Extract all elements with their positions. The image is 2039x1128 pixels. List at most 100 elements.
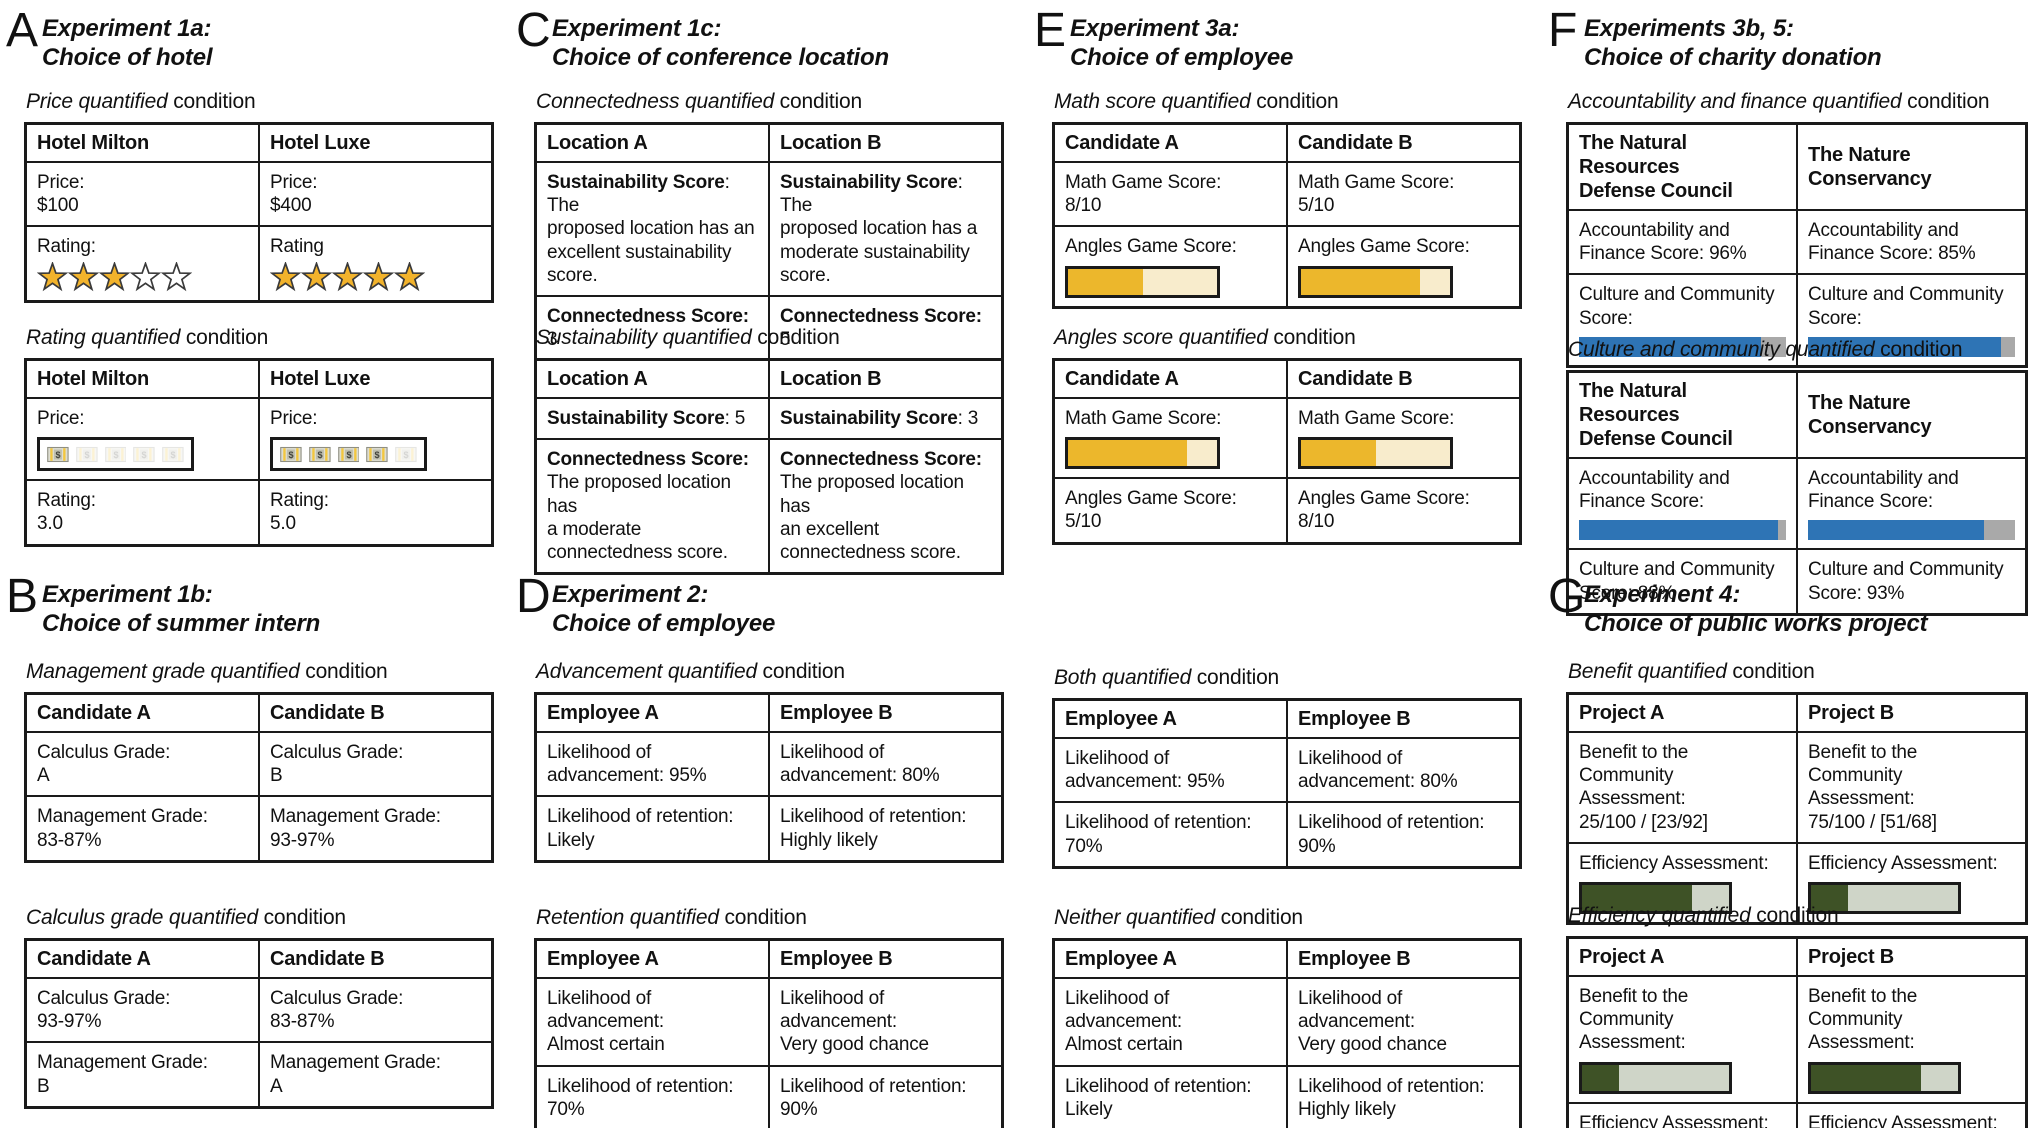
condition-title-italic: Benefit quantified bbox=[1568, 660, 1727, 683]
column-header: Candidate A bbox=[24, 692, 260, 733]
dollar-bill-icon: $ bbox=[104, 446, 127, 462]
table-header-row: Candidate A Candidate B bbox=[24, 938, 494, 979]
table-body: Math Game Score: Math Game Score: Angles G… bbox=[1052, 396, 1522, 545]
column-header: Candidate A bbox=[24, 938, 260, 979]
condition-title: Advancement quantified condition bbox=[536, 660, 1004, 684]
panel-title-line: Experiment 1a: bbox=[42, 15, 212, 42]
table-row: Price: $ $ $ $ $ Price: $ $ $ $ $ bbox=[24, 396, 494, 482]
column-header: The Natural Resources Defense Council bbox=[1566, 122, 1798, 211]
table-cell: Likelihood of retention: 70% bbox=[534, 1064, 770, 1128]
table-header-row: Candidate A Candidate B bbox=[24, 692, 494, 733]
table-cell: Calculus Grade: 93-97% bbox=[24, 976, 260, 1044]
table-cell: Likelihood of retention: 90% bbox=[768, 1064, 1004, 1128]
table-cell: Connectedness Score: The proposed locati… bbox=[534, 438, 770, 575]
star-rating bbox=[270, 261, 481, 292]
table-row: Sustainability Score: The proposed locat… bbox=[534, 161, 1004, 297]
score-bar-fill bbox=[1579, 336, 1762, 357]
table-header-row: Employee A Employee B bbox=[534, 692, 1004, 733]
condition-title-rest: condition bbox=[774, 90, 862, 113]
cell-text: Likelihood of advancement: 80% bbox=[780, 742, 940, 787]
condition-block: Both quantified condition Employee A Emplo… bbox=[1052, 666, 1522, 869]
table-body: Likelihood of advancement: Almost certai… bbox=[1052, 977, 1522, 1128]
column-header: Hotel Luxe bbox=[258, 358, 494, 399]
column-header: Project B bbox=[1796, 692, 2028, 733]
table-cell: Likelihood of advancement: 80% bbox=[1286, 736, 1522, 804]
condition-title: Efficiency quantified condition bbox=[1568, 904, 2028, 928]
condition-title-rest: condition bbox=[756, 660, 845, 683]
cell-text: Likelihood of advancement: Almost certai… bbox=[547, 988, 665, 1056]
stimulus-table: Project A Project B Benefit to the Communi… bbox=[1566, 936, 2028, 1128]
cell-text: Accountability and Finance Score: 85% bbox=[1808, 220, 1976, 265]
condition-title: Accountability and finance quantified co… bbox=[1568, 90, 2028, 114]
table-row: Efficiency Assessment: Efficiency Assessm… bbox=[1566, 841, 2028, 925]
cell-text: Benefit to the Community Assessment: bbox=[1808, 986, 1918, 1054]
table-body: Calculus Grade: 93-97% Calculus Grade: 83… bbox=[24, 976, 494, 1109]
panel-title-line: Experiments 3b, 5: bbox=[1584, 15, 1794, 42]
condition-title-rest: condition bbox=[1267, 326, 1356, 349]
panel-g: G Experiment 4: Choice of public works pro… bbox=[1548, 570, 2038, 1128]
table-header-row-group: Candidate A Candidate B bbox=[24, 692, 494, 733]
table-row: Likelihood of advancement: Almost certai… bbox=[1052, 977, 1522, 1067]
panel-letter: E bbox=[1034, 4, 1067, 57]
cell-text: Likelihood of retention: Likely bbox=[547, 806, 734, 851]
condition-block: Sustainability quantified condition Locat… bbox=[534, 326, 1004, 576]
panel-title: Experiment 3a: Choice of employee bbox=[1070, 12, 1532, 73]
table-row: Likelihood of advancement: 95% Likelihood… bbox=[534, 730, 1004, 798]
stimulus-table: Employee A Employee B Likelihood of advanc… bbox=[1052, 938, 1522, 1128]
table-body: Likelihood of advancement: 95% Likelihood… bbox=[1052, 736, 1522, 869]
star-rating bbox=[37, 261, 248, 292]
cell-text: Culture and Community Score: 88% bbox=[1579, 559, 1775, 604]
table-cell: Management Grade: A bbox=[258, 1041, 494, 1109]
table-cell: Likelihood of retention: 90% bbox=[1286, 801, 1522, 869]
table-row: Math Game Score: 8/10 Math Game Score: 5/… bbox=[1052, 160, 1522, 228]
cell-text: Calculus Grade: A bbox=[37, 742, 171, 787]
cell-text: Likelihood of advancement: Very good cha… bbox=[780, 988, 929, 1056]
cell-text: Angles Game Score: bbox=[1298, 236, 1470, 258]
table-row: Likelihood of advancement: 95% Likelihood… bbox=[1052, 736, 1522, 804]
condition-block: Neither quantified condition Employee A Em… bbox=[1052, 906, 1522, 1128]
table-row: Price: $100 Price: $400 bbox=[24, 160, 494, 228]
condition-block: Accountability and finance quantified co… bbox=[1566, 90, 2028, 368]
cell-text: Angles Game Score: 8/10 bbox=[1298, 488, 1470, 533]
panel-letter: B bbox=[6, 570, 39, 623]
table-cell: Rating: 3.0 bbox=[24, 479, 260, 547]
table-header-row-group: Location A Location B bbox=[534, 122, 1004, 163]
table-cell: Accountability and Finance Score: bbox=[1566, 456, 1798, 551]
cell-text: Culture and Community Score: bbox=[1579, 284, 1775, 329]
score-bar-fill bbox=[1582, 1064, 1619, 1091]
cell-text: Calculus Grade: 93-97% bbox=[37, 988, 171, 1033]
table-cell: Likelihood of advancement: 80% bbox=[768, 730, 1004, 798]
table-cell: Likelihood of retention: Likely bbox=[534, 795, 770, 863]
condition-title-italic: Sustainability quantified bbox=[536, 326, 752, 349]
panel-title: Experiment 1a: Choice of hotel bbox=[42, 12, 504, 73]
table-cell: Culture and Community Score: bbox=[1566, 273, 1798, 368]
cell-text: 3 bbox=[547, 329, 558, 351]
table-cell: Likelihood of advancement: Very good cha… bbox=[1286, 977, 1522, 1067]
table-row: Benefit to the Community Assessment: Bene… bbox=[1566, 975, 2028, 1104]
column-header: Candidate B bbox=[258, 938, 494, 979]
column-header: Employee B bbox=[1286, 698, 1522, 739]
panel-title: Experiment 1b: Choice of summer intern bbox=[42, 578, 504, 639]
table-header-row-group: The Natural Resources Defense Council The… bbox=[1566, 370, 2028, 459]
condition-block: Connectedness quantified condition Locati… bbox=[534, 90, 1004, 363]
table-cell: Benefit to the Community Assessment: bbox=[1796, 975, 2028, 1104]
cell-text: Accountability and Finance Score: 96% bbox=[1579, 220, 1747, 265]
table-cell: Management Grade: B bbox=[24, 1041, 260, 1109]
cell-text: Likelihood of advancement: 80% bbox=[1298, 748, 1458, 793]
condition-title-italic: Efficiency quantified bbox=[1568, 904, 1751, 927]
star-icon-filled bbox=[99, 261, 130, 291]
table-cell: Accountability and Finance Score: bbox=[1796, 456, 2028, 551]
score-bar bbox=[1579, 520, 1786, 541]
table-header-row: Employee A Employee B bbox=[1052, 698, 1522, 739]
cell-text: The proposed location has a moderate con… bbox=[547, 472, 731, 563]
table-cell: Calculus Grade: B bbox=[258, 730, 494, 798]
column-header: Project B bbox=[1796, 936, 2028, 977]
table-row: Management Grade: 83-87% Management Grade… bbox=[24, 795, 494, 863]
condition-title: Angles score quantified condition bbox=[1054, 326, 1522, 350]
column-header: Candidate B bbox=[1286, 358, 1522, 399]
panel-d: D Experiment 2: Choice of employee Advancem… bbox=[516, 570, 1014, 1128]
column-header: Employee B bbox=[1286, 938, 1522, 979]
panel-title-line: Choice of public works project bbox=[1584, 609, 1928, 637]
panel-title-line: Choice of charity donation bbox=[1584, 43, 1882, 71]
table-header-row: Location A Location B bbox=[534, 358, 1004, 399]
